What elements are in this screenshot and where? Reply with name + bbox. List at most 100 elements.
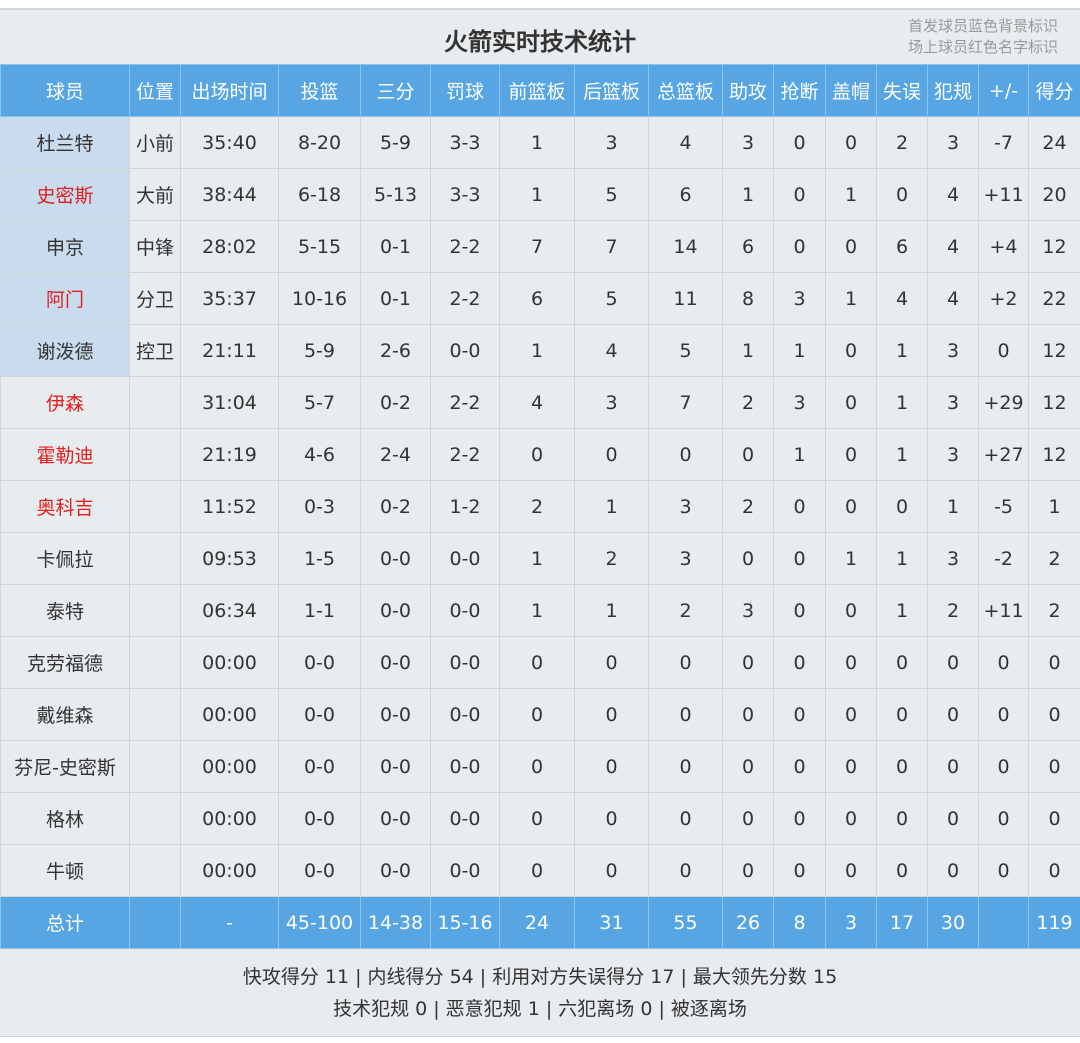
player-row: 杜兰特 小前 35:40 8-20 5-9 3-3 1 3 4 3 0 0 2 3 -7 24 (0, 116, 1080, 169)
stat-cell: 0 (825, 792, 877, 845)
player-name: 泰特 (0, 584, 130, 637)
stat-cell: 3-3 (430, 168, 500, 221)
stat-cell: 3-3 (430, 116, 500, 169)
stat-cell: 0-0 (278, 636, 361, 689)
stat-cell: 0 (722, 792, 774, 845)
stat-cell: 0 (825, 636, 877, 689)
stat-cell: 00:00 (180, 792, 279, 845)
stat-cell: 0 (574, 428, 649, 481)
total-cell: 8 (773, 896, 826, 949)
stat-cell (129, 376, 181, 429)
stat-cell: 1 (876, 324, 928, 377)
stat-cell: 31:04 (180, 376, 279, 429)
stat-cell: 1 (499, 324, 575, 377)
stat-cell (129, 688, 181, 741)
stat-cell: 4 (927, 272, 979, 325)
stat-cell: 0-1 (360, 272, 431, 325)
column-header: 失误 (876, 64, 928, 117)
stat-cell: 中锋 (129, 220, 181, 273)
total-cell: 119 (1028, 896, 1080, 949)
player-row: 伊森 31:04 5-7 0-2 2-2 4 3 7 2 3 0 1 3 +29 12 (0, 376, 1080, 429)
stat-cell: 0 (927, 792, 979, 845)
stat-cell: 0 (978, 688, 1029, 741)
column-header: 犯规 (927, 64, 979, 117)
player-name: 谢泼德 (0, 324, 130, 377)
stat-cell (129, 584, 181, 637)
player-name: 伊森 (0, 376, 130, 429)
stat-cell: 12 (1028, 220, 1080, 273)
stat-cell: 0 (876, 688, 928, 741)
stat-cell: 0 (648, 428, 723, 481)
total-cell (129, 896, 181, 949)
stat-cell: 0 (722, 688, 774, 741)
stat-cell: 0 (499, 636, 575, 689)
stat-cell: 3 (927, 116, 979, 169)
summary-footer: 快攻得分 11 | 内线得分 54 | 利用对方失误得分 17 | 最大领先分数… (0, 949, 1080, 1025)
header-row: 球员 位置 出场时间 投篮 三分 罚球 前篮板 后篮板 总篮板 助攻 抢断 盖帽 失误 犯规 +/- 得分 (0, 64, 1080, 117)
stat-cell: 3 (773, 376, 826, 429)
legend-starter: 首发球员蓝色背景标识 (907, 17, 1058, 35)
stat-cell: 0 (499, 844, 575, 897)
stat-cell: 0 (978, 324, 1029, 377)
stat-cell: 0 (773, 168, 826, 221)
stat-cell: 1 (574, 480, 649, 533)
stat-cell: 3 (773, 272, 826, 325)
stat-cell: +4 (978, 220, 1029, 273)
player-row: 克劳福德 00:00 0-0 0-0 0-0 0 0 0 0 0 0 0 0 0 0 (0, 636, 1080, 689)
title-bar: 火箭实时技术统计 首发球员蓝色背景标识 场上球员红色名字标识 (0, 10, 1080, 64)
column-header: 位置 (129, 64, 181, 117)
legend-note: 首发球员蓝色背景标识 场上球员红色名字标识 (908, 16, 1058, 58)
stat-cell: 0 (773, 220, 826, 273)
stat-cell: 2-2 (430, 428, 500, 481)
stat-cell: -2 (978, 532, 1029, 585)
stat-cell: 5-13 (360, 168, 431, 221)
stat-cell: 0 (825, 844, 877, 897)
stat-cell: 1-1 (278, 584, 361, 637)
column-header: 罚球 (430, 64, 500, 117)
stat-cell: 0 (574, 688, 649, 741)
stat-cell: 0 (574, 636, 649, 689)
stat-cell: 0 (1028, 844, 1080, 897)
player-name: 杜兰特 (0, 116, 130, 169)
stat-cell: 0 (876, 792, 928, 845)
stat-cell: 1 (825, 168, 877, 221)
stat-cell: 09:53 (180, 532, 279, 585)
stat-cell: 0 (722, 636, 774, 689)
stat-cell: 5 (574, 272, 649, 325)
stat-cell: 0-0 (430, 532, 500, 585)
player-name: 克劳福德 (0, 636, 130, 689)
stat-cell: 5-7 (278, 376, 361, 429)
stat-cell: 1 (825, 532, 877, 585)
stat-cell: 5 (574, 168, 649, 221)
stat-cell: 0 (773, 584, 826, 637)
player-row: 谢泼德 控卫 21:11 5-9 2-6 0-0 1 4 5 1 1 0 1 3 0 12 (0, 324, 1080, 377)
stat-cell: +27 (978, 428, 1029, 481)
stat-cell (129, 636, 181, 689)
stat-cell: 大前 (129, 168, 181, 221)
player-row: 泰特 06:34 1-1 0-0 0-0 1 1 2 3 0 0 1 2 +11 2 (0, 584, 1080, 637)
stat-cell (129, 480, 181, 533)
player-name: 牛顿 (0, 844, 130, 897)
stat-cell: 0 (648, 688, 723, 741)
stat-cell: 0 (927, 688, 979, 741)
stat-cell: 0 (574, 740, 649, 793)
stat-cell: 21:19 (180, 428, 279, 481)
stat-cell: 2 (722, 480, 774, 533)
player-row: 申京 中锋 28:02 5-15 0-1 2-2 7 7 14 6 0 0 6 4 +4 12 (0, 220, 1080, 273)
stat-cell: 5-9 (278, 324, 361, 377)
stat-cell: +11 (978, 168, 1029, 221)
stat-cell: 0 (1028, 792, 1080, 845)
stat-cell: 0 (825, 740, 877, 793)
stat-cell: 0 (825, 584, 877, 637)
stat-cell: 0-0 (430, 844, 500, 897)
stat-cell: 3 (648, 532, 723, 585)
stat-cell: -7 (978, 116, 1029, 169)
stat-cell: 14 (648, 220, 723, 273)
stat-cell: 2 (499, 480, 575, 533)
stat-cell: 0 (773, 792, 826, 845)
player-name: 芬尼-史密斯 (0, 740, 130, 793)
stat-cell: 0 (876, 636, 928, 689)
total-cell: 45-100 (278, 896, 361, 949)
stat-cell: 4 (927, 168, 979, 221)
player-name: 格林 (0, 792, 130, 845)
